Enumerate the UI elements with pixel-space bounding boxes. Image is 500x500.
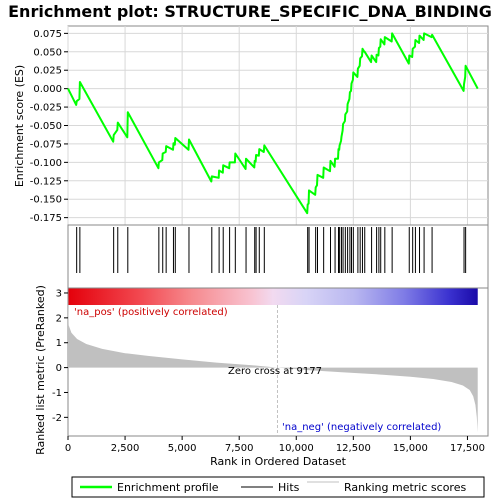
legend: Enrichment profile Hits Ranking metric s… [71, 476, 485, 498]
es-y-axis-label: Enrichment score (ES) [13, 65, 26, 187]
x-axis: 0 2,500 5,000 7,500 10,000 12,500 15,000 17,500 [65, 436, 485, 454]
legend-metric-label: Ranking metric scores [344, 481, 466, 494]
x-tick-label: 10,000 [279, 443, 314, 454]
es-y-tick-label: 0.025 [33, 66, 62, 77]
ranking-metric-area [68, 290, 478, 433]
es-y-tick-label: -0.050 [30, 121, 62, 132]
metric-y-tick-label: -2 [52, 413, 62, 424]
metric-y-tick-label: -1 [52, 388, 62, 399]
x-tick-label: 5,000 [168, 443, 197, 454]
es-y-tick-label: -0.150 [30, 195, 62, 206]
metric-y-tick-label: 2 [56, 313, 62, 324]
hit-markers [76, 227, 467, 273]
es-y-tick-label: 0.050 [33, 47, 62, 58]
zero-cross-label: Zero cross at 9177 [228, 366, 322, 377]
es-y-tick-label: -0.075 [30, 139, 62, 150]
hits-panel [67, 224, 489, 289]
metric-y-axis-label: Ranked list metric (PreRanked) [34, 285, 47, 455]
es-y-axis: -0.175 -0.150 -0.125 -0.100 -0.075 -0.050 -0.0… [30, 29, 68, 224]
neg-correlated-label: 'na_neg' (negatively correlated) [282, 422, 441, 433]
metric-y-tick-label: 3 [56, 288, 62, 299]
x-tick-label: 15,000 [393, 443, 428, 454]
x-tick-label: 7,500 [225, 443, 254, 454]
hits-panel-frame [67, 224, 489, 289]
es-y-tick-label: -0.100 [30, 158, 62, 169]
metric-y-axis: -2 -1 0 1 2 3 [52, 288, 68, 424]
es-y-tick-label: 0.000 [33, 84, 62, 95]
ranking-color-strip [68, 288, 478, 305]
es-y-tick-label: -0.025 [30, 103, 62, 114]
es-y-tick-label: -0.125 [30, 176, 62, 187]
pos-correlated-label: 'na_pos' (positively correlated) [74, 307, 228, 318]
legend-hits-label: Hits [278, 481, 300, 494]
x-tick-label: 0 [65, 443, 71, 454]
es-y-tick-label: 0.075 [33, 29, 62, 40]
x-tick-label: 2,500 [111, 443, 140, 454]
metric-panel: -2 -1 0 1 2 3 'na_pos' (positively correlated… [34, 285, 489, 455]
es-panel: -0.175 -0.150 -0.125 -0.100 -0.075 -0.050 -0.0… [13, 25, 489, 226]
x-tick-label: 17,500 [450, 443, 485, 454]
es-y-tick-label: -0.175 [30, 213, 62, 224]
legend-enrichment-label: Enrichment profile [117, 481, 219, 494]
metric-y-tick-label: 1 [56, 338, 62, 349]
legend-box [71, 476, 485, 498]
es-gridlines [67, 26, 488, 225]
enrichment-profile-line [67, 32, 479, 215]
metric-y-tick-label: 0 [56, 363, 62, 374]
x-axis-label: Rank in Ordered Dataset [210, 455, 347, 468]
x-tick-label: 12,500 [336, 443, 371, 454]
chart-title: Enrichment plot: STRUCTURE_SPECIFIC_DNA_… [8, 2, 492, 21]
